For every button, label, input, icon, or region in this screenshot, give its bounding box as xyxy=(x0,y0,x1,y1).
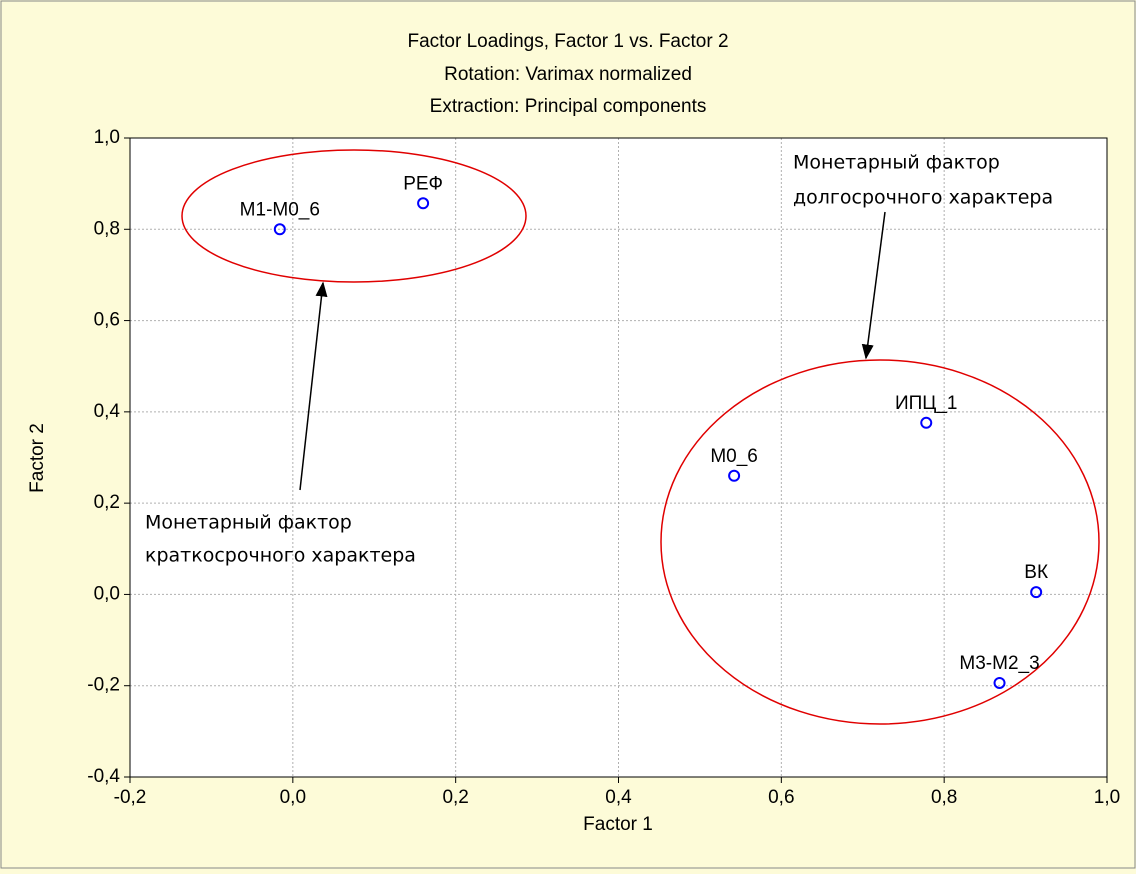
x-tick-label: 1,0 xyxy=(1094,787,1120,808)
point-label: M0_6 xyxy=(710,446,758,467)
point-label: ИПЦ_1 xyxy=(895,393,958,414)
point xyxy=(993,676,1006,689)
point-label: РЕФ xyxy=(403,173,443,194)
x-tick-label: 0,8 xyxy=(931,787,957,808)
annotation: Монетарный фактор xyxy=(793,152,1000,174)
y-tick-label: 0,4 xyxy=(94,401,121,422)
y-tick-label: -0,4 xyxy=(87,766,120,787)
arrow xyxy=(299,281,328,491)
point xyxy=(920,416,933,429)
chart-subtitle: Rotation: Varimax normalized xyxy=(444,64,692,85)
y-tick-label: 0,0 xyxy=(94,583,120,604)
point xyxy=(417,197,430,210)
annotation: Монетарный фактор xyxy=(145,512,352,534)
x-axis-label: Factor 1 xyxy=(583,814,653,835)
point-label: M1-M0_6 xyxy=(240,199,320,220)
annotation: краткосрочного характера xyxy=(145,545,416,567)
x-tick-label: 0,6 xyxy=(768,787,794,808)
point-label: M3-M2_3 xyxy=(959,653,1039,674)
y-tick-label: 0,8 xyxy=(94,218,120,239)
y-tick-label: 0,6 xyxy=(94,310,120,331)
point xyxy=(273,223,286,236)
y-tick-label: 0,2 xyxy=(94,492,120,513)
point xyxy=(728,469,741,482)
y-axis-label: Factor 2 xyxy=(27,423,48,493)
point-label: ВК xyxy=(1024,562,1048,583)
x-tick-label: -0,2 xyxy=(114,787,147,808)
cluster-ellipse xyxy=(181,149,527,283)
chart-title: Factor Loadings, Factor 1 vs. Factor 2 xyxy=(407,31,728,52)
arrow xyxy=(861,211,886,360)
x-tick-label: 0,0 xyxy=(280,787,306,808)
x-tick-label: 0,2 xyxy=(442,787,468,808)
annotation: долгосрочного характера xyxy=(793,187,1053,209)
chart-subtitle: Extraction: Principal components xyxy=(430,96,707,117)
y-tick-label: 1,0 xyxy=(94,127,120,148)
x-tick-label: 0,4 xyxy=(605,787,632,808)
point xyxy=(1030,586,1043,599)
cluster-ellipse xyxy=(660,359,1100,725)
y-tick-label: -0,2 xyxy=(87,675,120,696)
